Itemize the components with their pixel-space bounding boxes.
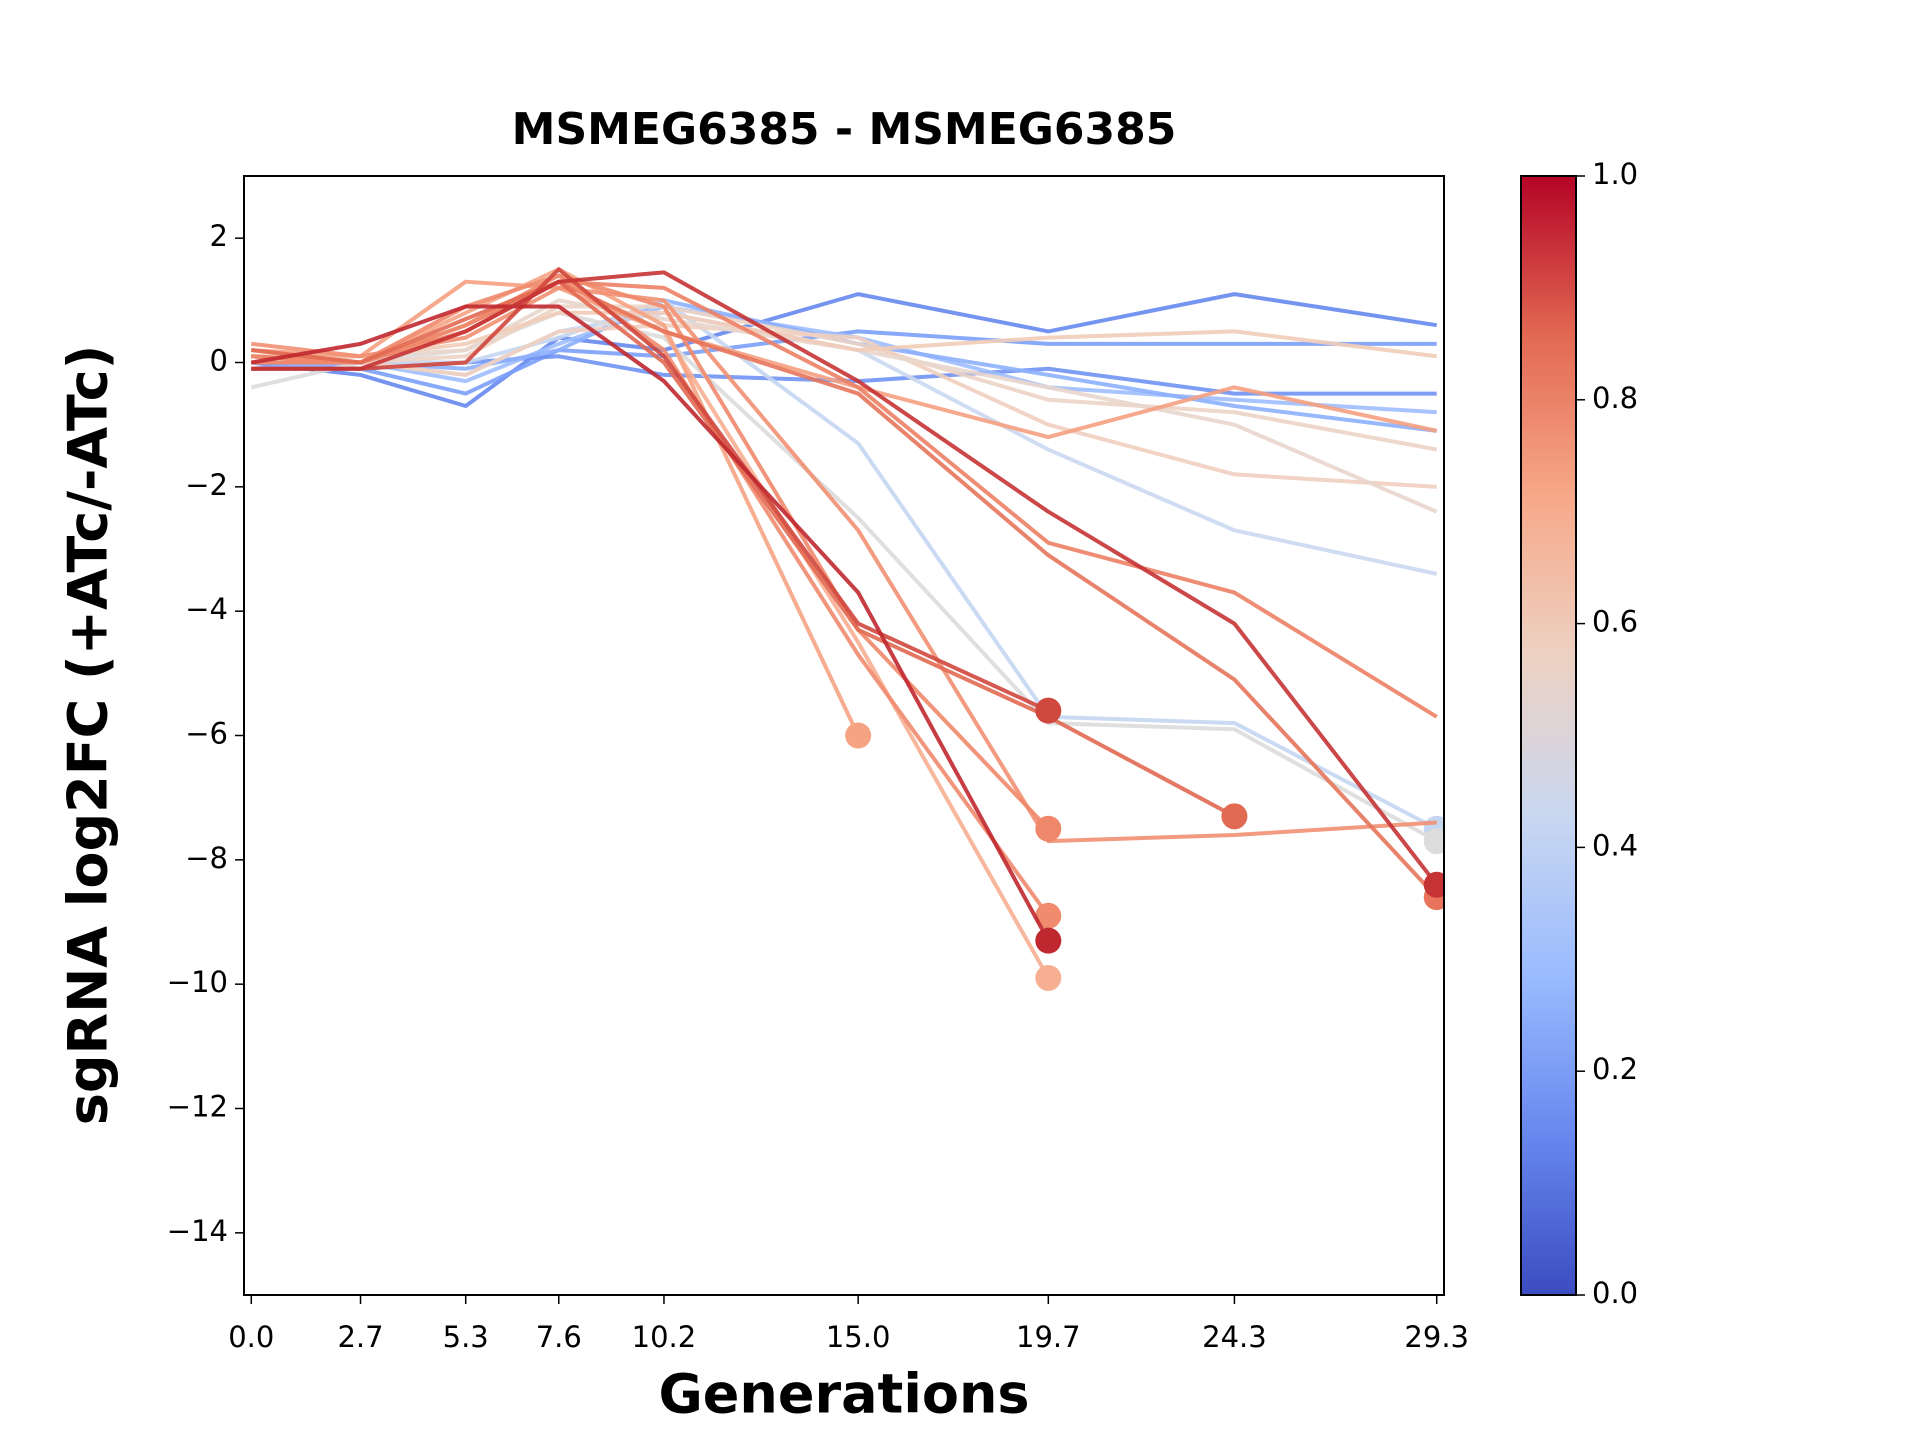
end-marker xyxy=(1035,697,1062,724)
colorbar-tick-label: 0.0 xyxy=(1592,1276,1638,1310)
colorbar-tick-label: 0.6 xyxy=(1592,605,1638,639)
end-marker xyxy=(845,722,872,749)
end-marker xyxy=(1423,871,1444,898)
chart-title: MSMEG6385 - MSMEG6385 xyxy=(512,104,1177,155)
x-tick-label: 19.7 xyxy=(1016,1320,1081,1354)
x-tick-label: 15.0 xyxy=(826,1320,891,1354)
series-line xyxy=(251,279,1236,819)
colorbar-tick-label: 0.2 xyxy=(1592,1052,1638,1086)
y-tick-label: −2 xyxy=(185,468,228,502)
y-tick-label: −4 xyxy=(185,592,228,626)
x-tick-label: 10.2 xyxy=(632,1320,697,1354)
x-tick-label: 24.3 xyxy=(1202,1320,1267,1354)
x-tick-label: 7.6 xyxy=(536,1320,582,1354)
end-marker xyxy=(1035,902,1062,929)
colorbar xyxy=(1520,175,1577,1296)
colorbar-tick-label: 0.4 xyxy=(1592,828,1638,862)
y-tick-label: −8 xyxy=(185,841,228,875)
end-marker xyxy=(1423,828,1444,855)
x-tick-label: 5.3 xyxy=(443,1320,489,1354)
plot-area xyxy=(250,267,1444,991)
end-marker xyxy=(1035,927,1062,954)
end-marker xyxy=(1035,815,1062,842)
y-tick-label: −14 xyxy=(167,1214,228,1248)
series-line xyxy=(251,270,1439,886)
series-line xyxy=(250,304,1051,942)
end-marker xyxy=(1221,803,1248,830)
y-tick-label: 0 xyxy=(210,344,228,378)
y-tick-label: 2 xyxy=(210,219,228,253)
colorbar-tick-label: 1.0 xyxy=(1592,157,1638,191)
y-tick-label: −6 xyxy=(185,717,228,751)
end-marker xyxy=(1035,964,1062,991)
x-axis-label: Generations xyxy=(658,1363,1029,1426)
plot-frame xyxy=(243,175,1445,1296)
y-tick-label: −10 xyxy=(167,965,228,999)
y-axis-label: sgRNA log2FC (+ATc/-ATc) xyxy=(57,345,120,1126)
colorbar-tick-label: 0.8 xyxy=(1592,381,1638,415)
y-tick-label: −12 xyxy=(167,1090,228,1124)
x-tick-label: 0.0 xyxy=(228,1320,274,1354)
x-tick-label: 2.7 xyxy=(337,1320,383,1354)
x-tick-label: 29.3 xyxy=(1404,1320,1469,1354)
